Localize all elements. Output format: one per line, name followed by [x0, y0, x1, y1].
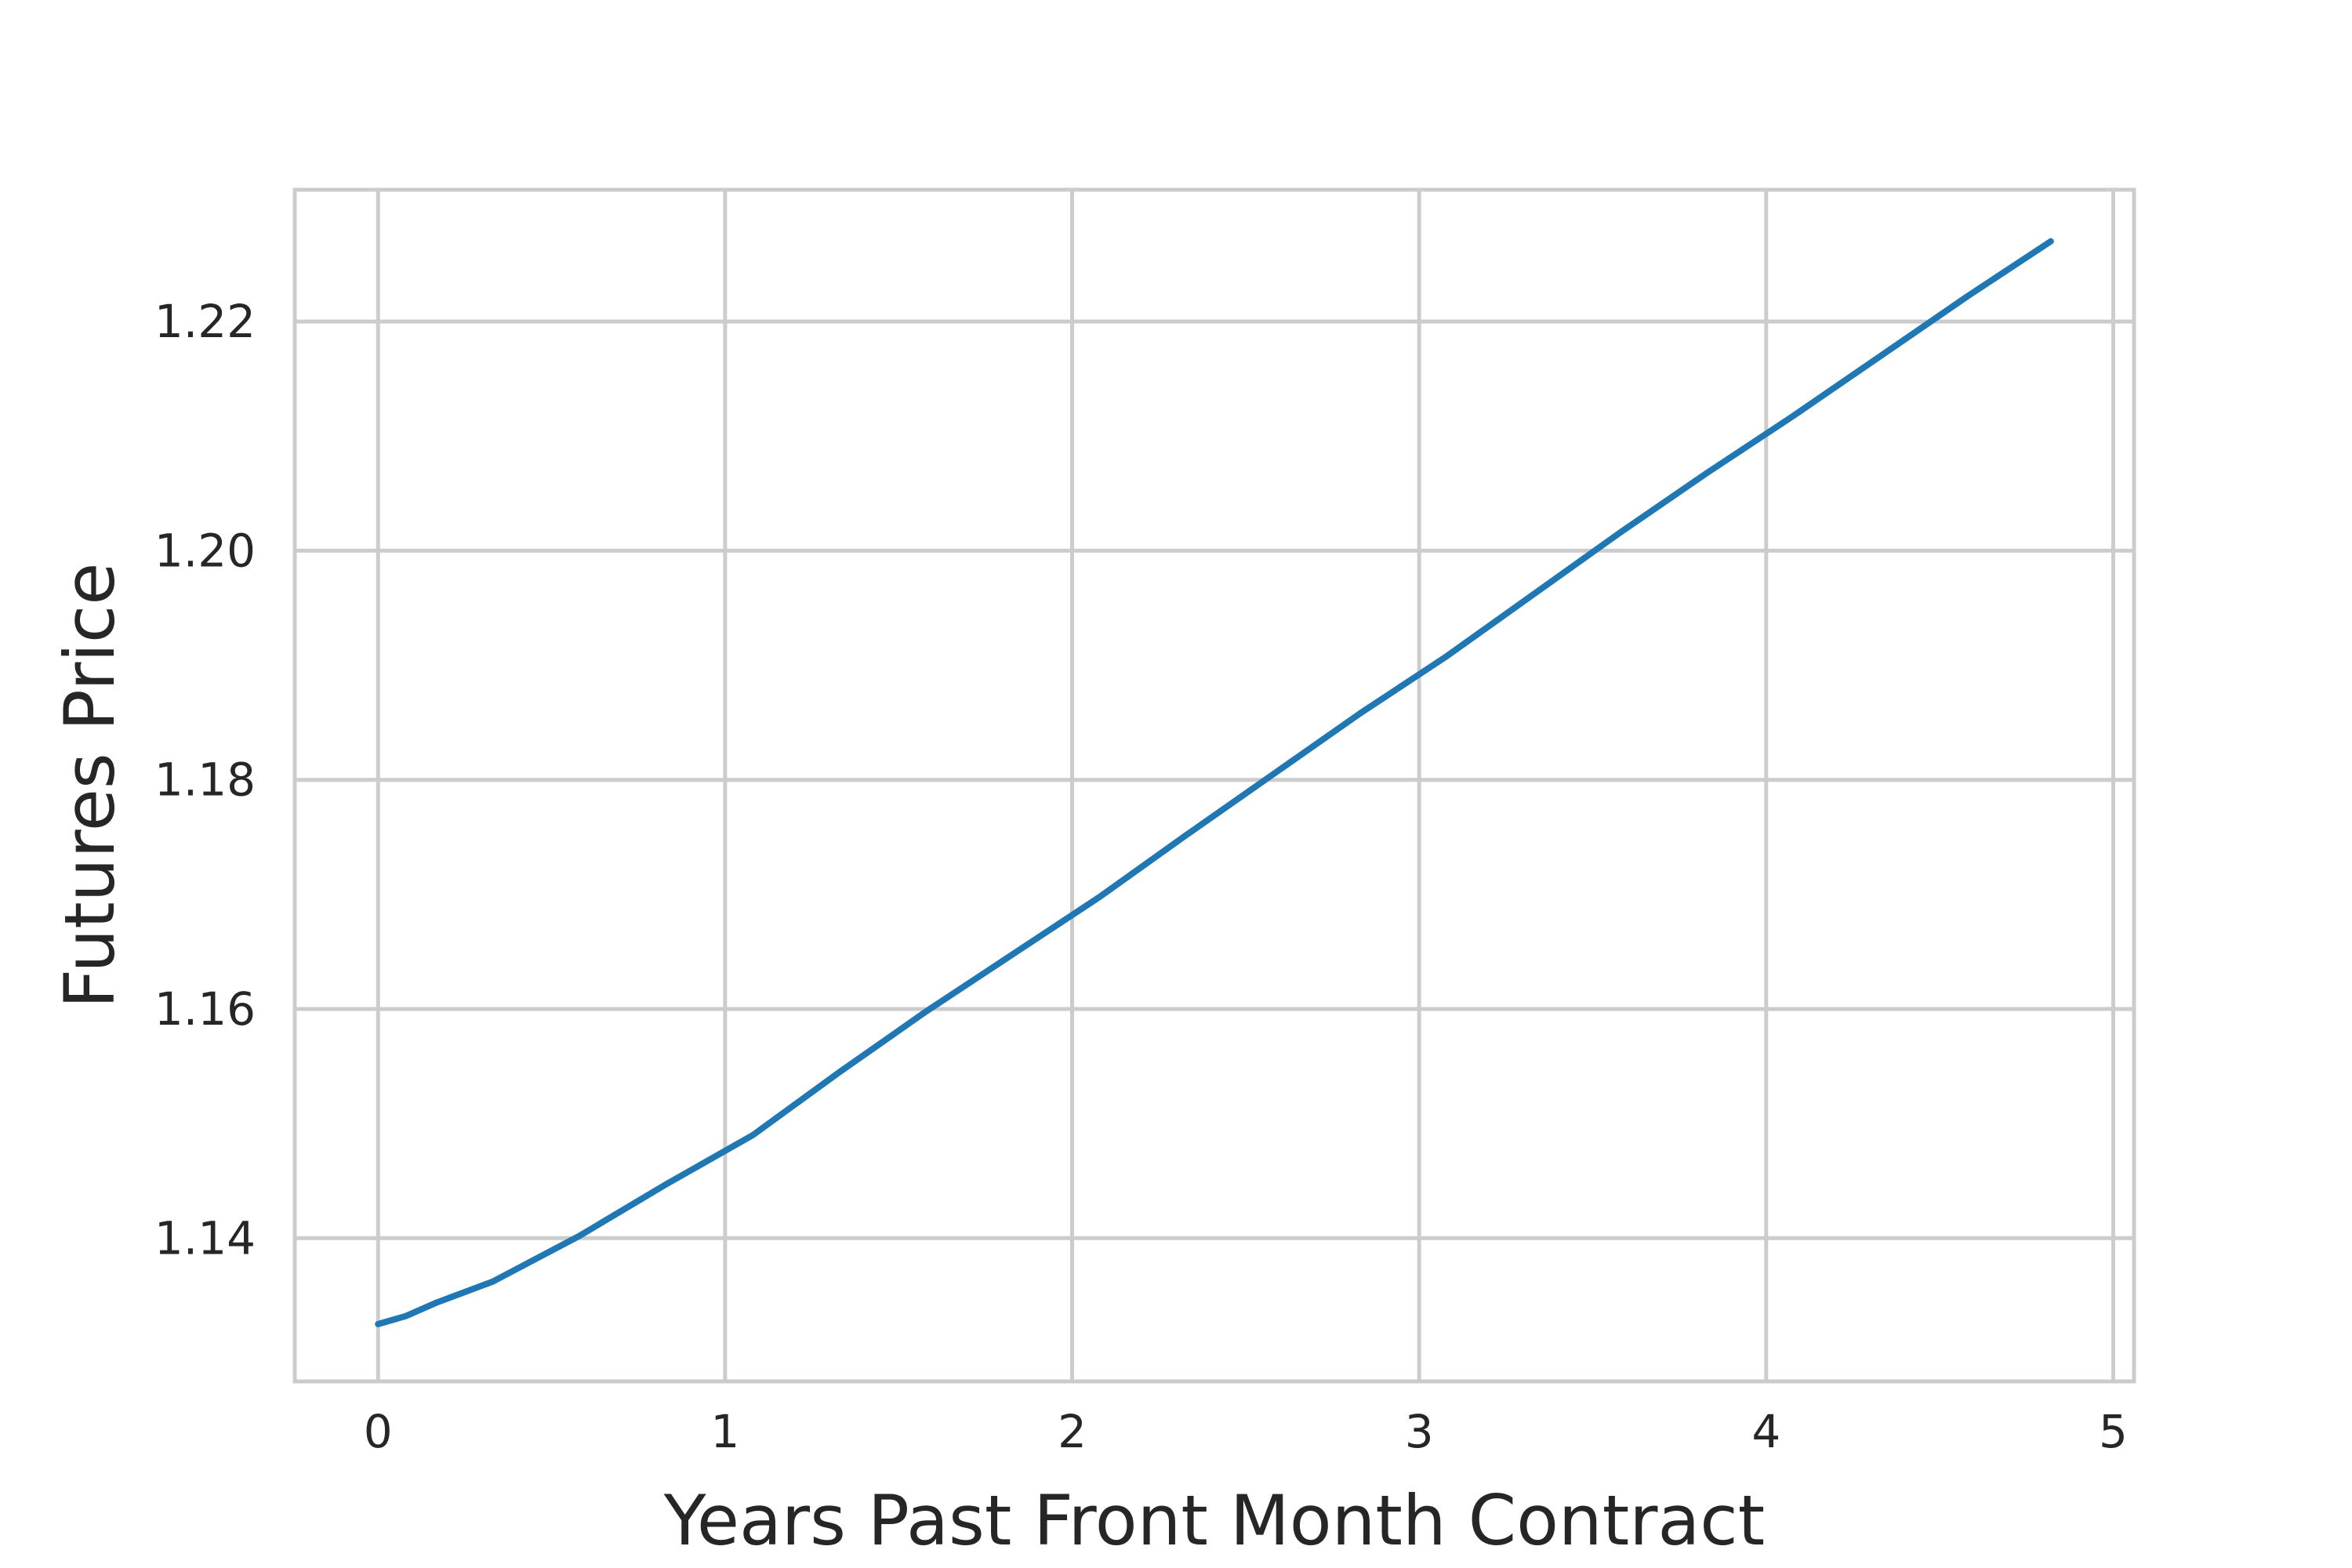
y-tick-label: 1.14: [154, 1211, 256, 1265]
y-axis-ticks: 1.14 1.16 1.18 1.20 1.22: [154, 295, 256, 1265]
x-tick-label: 4: [1751, 1405, 1780, 1458]
x-tick-label: 1: [710, 1405, 739, 1458]
x-tick-label: 3: [1405, 1405, 1434, 1458]
y-tick-label: 1.20: [154, 524, 256, 577]
x-tick-label: 2: [1058, 1405, 1087, 1458]
series-line: [375, 238, 2054, 1327]
x-tick-label: 5: [2099, 1405, 2128, 1458]
x-tick-label: 0: [364, 1405, 393, 1458]
x-axis-label: Years Past Front Month Contract: [663, 1480, 1765, 1561]
y-tick-label: 1.16: [154, 982, 256, 1036]
series-layer: [375, 238, 2054, 1327]
y-tick-label: 1.18: [154, 753, 256, 807]
grid: [295, 190, 2134, 1381]
y-tick-label: 1.22: [154, 295, 256, 348]
y-axis-label: Futures Price: [49, 563, 130, 1009]
x-axis-ticks: 0 1 2 3 4 5: [364, 1405, 2128, 1458]
plot-frame: [292, 187, 2136, 1384]
